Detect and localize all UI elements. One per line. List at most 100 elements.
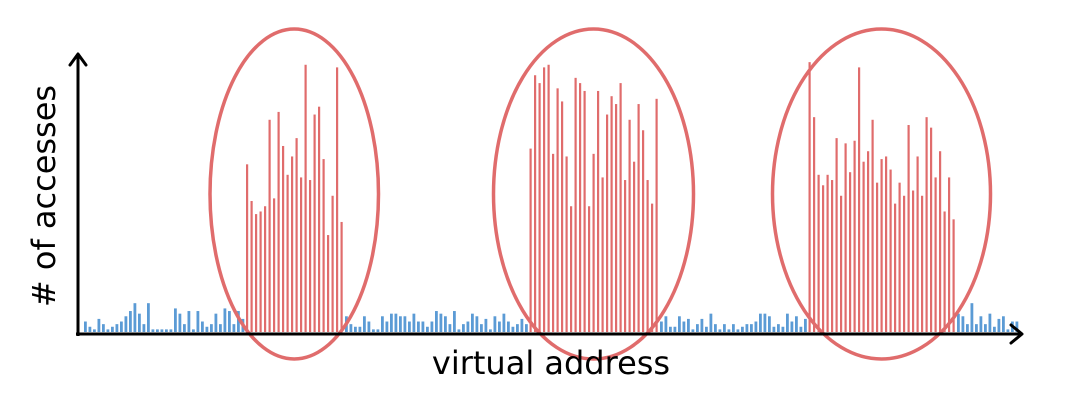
hot-bar-hot-2-22	[628, 119, 631, 332]
hot-bar-hot-3-10	[853, 140, 856, 332]
cold-bar-cold-1-7	[115, 324, 119, 332]
cold-bar-cold-1-1	[88, 326, 92, 332]
cold-bar-cold-2-11	[394, 313, 398, 332]
cold-bar-cold-2-34	[498, 321, 501, 332]
hot-bar-hot-3-1	[813, 117, 816, 332]
cold-bar-cold-1-5	[106, 329, 110, 332]
hot-bar-hot-2-26	[646, 180, 649, 332]
cold-bar-cold-2-31	[484, 318, 488, 332]
hot-bar-hot-2-13	[588, 206, 591, 332]
cold-bar-cold-2-3	[358, 326, 362, 332]
hot-bar-hot-3-32	[952, 219, 955, 332]
cold-bar-cold-1-15	[151, 329, 155, 332]
hot-bar-hot-2-16	[601, 177, 604, 332]
cold-bar-cold-3-29	[790, 321, 794, 332]
cold-bar-cold-1-9	[124, 316, 128, 332]
cold-bar-cold-1-19	[169, 329, 173, 332]
cold-bar-cold-2-21	[439, 313, 443, 332]
cold-bar-cold-2-7	[376, 329, 380, 332]
hot-bar-hot-1-17	[322, 159, 325, 332]
hot-bar-hot-3-9	[849, 172, 852, 332]
cold-bar-cold-3-31	[799, 326, 803, 332]
hot-bar-hot-2-10	[574, 77, 577, 332]
hot-bar-hot-1-15	[313, 114, 316, 332]
cold-bar-cold-4-2	[966, 324, 969, 332]
hot-bar-hot-3-31	[948, 177, 951, 332]
cold-bar-cold-2-8	[381, 316, 384, 332]
hot-bar-hot-3-30	[943, 211, 946, 332]
cold-bar-cold-1-0	[84, 321, 87, 332]
hot-bar-hot-1-3	[259, 211, 262, 332]
hot-bar-hot-1-14	[309, 180, 312, 332]
cluster-ellipse-hot-3	[770, 27, 993, 361]
cold-bar-cold-1-3	[97, 318, 101, 332]
cold-bar-cold-2-19	[430, 321, 434, 332]
cold-bar-cold-2-20	[435, 311, 438, 332]
cold-bar-cold-3-15	[727, 329, 731, 332]
hot-bar-hot-2-3	[543, 67, 546, 332]
cold-bar-cold-2-4	[363, 316, 366, 332]
cold-bar-cold-3-13	[718, 329, 722, 332]
cold-bar-cold-2-2	[354, 326, 357, 332]
hot-bar-hot-1-20	[336, 67, 339, 332]
hot-bar-hot-2-19	[615, 104, 618, 332]
hot-bar-hot-2-6	[556, 88, 559, 332]
cold-bar-cold-1-13	[142, 324, 146, 332]
hot-bar-hot-3-24	[916, 156, 919, 332]
hot-bar-hot-2-20	[619, 83, 622, 332]
cold-bar-cold-3-32	[804, 318, 807, 332]
hot-bar-hot-3-7	[840, 195, 843, 332]
cold-bar-cold-2-38	[516, 324, 519, 332]
hot-bar-hot-1-19	[331, 195, 334, 332]
hot-bar-hot-3-5	[831, 180, 834, 332]
cold-bar-cold-1-34	[237, 311, 240, 332]
hot-bar-hot-2-27	[651, 203, 654, 332]
cold-bar-cold-3-9	[700, 318, 704, 332]
cold-bar-cold-1-10	[129, 311, 132, 332]
y-axis-label: # of accesses	[25, 85, 63, 307]
hot-bar-hot-3-6	[835, 138, 838, 332]
cold-bar-cold-1-22	[183, 324, 186, 332]
cold-bar-cold-3-0	[660, 321, 663, 332]
x-axis-arrowhead	[1009, 323, 1024, 345]
cold-bar-cold-1-25	[196, 311, 200, 332]
cold-bar-cold-2-6	[372, 329, 375, 332]
hot-bar-hot-1-1	[250, 201, 253, 332]
cold-bar-cold-1-6	[111, 326, 114, 332]
hot-bar-hot-3-17	[885, 156, 888, 332]
cold-bar-cold-2-40	[525, 324, 528, 332]
hot-bar-hot-1-13	[304, 64, 307, 332]
cluster-ellipse-hot-2	[491, 27, 696, 361]
cold-bar-cold-2-39	[520, 318, 524, 332]
hot-bar-hot-1-9	[286, 174, 289, 332]
cold-bar-cold-3-27	[781, 326, 785, 332]
cold-bar-cold-4-13	[1015, 321, 1019, 332]
cold-bar-cold-4-4	[975, 324, 978, 332]
cold-bar-cold-3-1	[664, 316, 668, 332]
hot-bar-hot-3-22	[907, 125, 910, 333]
cold-bar-cold-2-24	[453, 311, 456, 332]
hot-bar-hot-3-12	[862, 161, 865, 332]
cold-bar-cold-3-25	[772, 326, 776, 332]
hot-bar-hot-2-5	[552, 153, 555, 332]
hot-bar-hot-3-14	[871, 119, 874, 332]
cold-bar-cold-3-4	[678, 316, 681, 332]
cold-bar-cold-4-3	[970, 303, 974, 332]
cold-bar-cold-1-14	[147, 303, 150, 332]
hot-bar-hot-3-13	[867, 151, 870, 332]
cold-bar-cold-2-10	[390, 313, 393, 332]
hot-bar-hot-2-15	[597, 90, 600, 333]
hot-bar-hot-3-19	[894, 203, 897, 332]
cold-bar-cold-1-28	[210, 324, 213, 332]
cold-bar-cold-3-16	[732, 324, 735, 332]
hot-bar-hot-2-0	[529, 148, 532, 332]
cold-bar-cold-2-28	[471, 313, 474, 332]
cold-bar-cold-3-21	[754, 321, 758, 332]
cold-bar-cold-4-0	[957, 313, 960, 332]
cold-bar-cold-3-23	[763, 313, 767, 332]
hot-bar-hot-1-5	[268, 119, 271, 332]
hot-bar-hot-1-8	[282, 145, 285, 332]
hot-bar-hot-3-20	[898, 182, 901, 332]
